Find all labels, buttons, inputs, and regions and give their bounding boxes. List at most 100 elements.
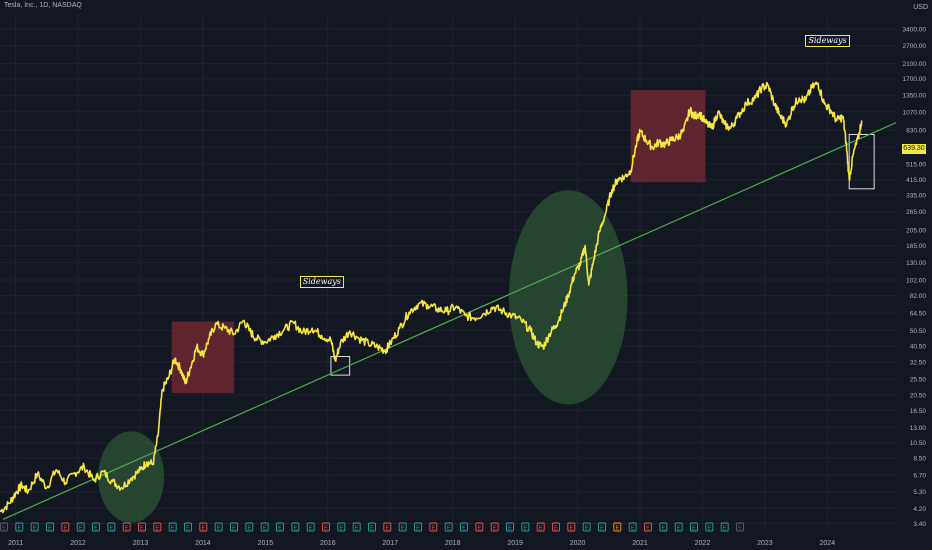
earnings-event-label: E: [171, 526, 175, 532]
earnings-event-label: E: [585, 526, 589, 532]
x-tick-label: 2012: [70, 540, 86, 547]
earnings-event-icon: [552, 522, 560, 532]
y-tick-label: 1700.00: [903, 76, 927, 83]
earnings-event-icon: [153, 522, 162, 532]
x-tick-label: 2016: [320, 540, 336, 547]
y-tick-label: 32.50: [910, 359, 927, 366]
x-tick-label: 2023: [757, 540, 773, 547]
y-tick-label: 165.00: [906, 243, 926, 250]
earnings-event-icon: [168, 522, 177, 532]
earnings-event-icon: [705, 522, 714, 532]
sideways-note-1[interactable]: Sideways: [299, 275, 344, 288]
earnings-event-label: E: [79, 526, 83, 532]
earnings-event-label: E: [201, 526, 205, 532]
trend-layer: [2, 122, 897, 520]
earnings-event-label: E: [186, 526, 190, 532]
symbol-title: Tesla, Inc., 1D, NASDAQ: [4, 2, 82, 9]
y-tick-label: 10.50: [910, 440, 927, 447]
earnings-event-label: E: [600, 526, 604, 532]
y-tick-label: 335.00: [906, 192, 926, 199]
earnings-event-icon: [199, 522, 208, 532]
earnings-event-icon: [506, 522, 514, 532]
earnings-event-icon: [628, 522, 637, 532]
earnings-event-icon: [230, 522, 238, 532]
y-tick-label: 25.50: [910, 377, 927, 384]
earnings-event-icon: [490, 522, 499, 532]
sideways-note-2[interactable]: Sideways: [805, 34, 850, 47]
earnings-event-label: E: [140, 526, 144, 532]
earnings-event-label: E: [692, 526, 696, 532]
trend-line: [2, 122, 897, 520]
last-price-badge: 639.30: [902, 143, 926, 154]
earnings-event-icon: [92, 522, 100, 532]
earnings-event-icon: [414, 522, 422, 532]
earnings-event-icon: [76, 522, 85, 532]
y-tick-label: 2100.00: [903, 61, 927, 68]
earnings-event-icon: [368, 522, 376, 532]
x-tick-label: 2019: [507, 540, 523, 547]
earnings-event-label: E: [738, 526, 742, 532]
earnings-event-label: E: [723, 526, 727, 532]
earnings-event-label: E: [155, 526, 159, 532]
y-tick-label: 415.00: [906, 177, 926, 184]
y-tick-label: 1070.00: [903, 109, 927, 116]
earnings-event-label: E: [477, 526, 481, 532]
y-tick-label: 3400.00: [903, 27, 927, 34]
y-axis: 3400.00 2700.00 2100.00 1700.00 1350.00 1070.…: [903, 27, 927, 528]
x-tick-label: 2014: [195, 540, 211, 547]
earnings-event-label: E: [385, 526, 389, 532]
earnings-event-icon: [122, 522, 131, 532]
x-tick-label: 2013: [133, 540, 149, 547]
earnings-event-label: E: [247, 526, 251, 532]
earnings-event-icon: [352, 522, 361, 532]
earnings-event-icon: [107, 522, 116, 532]
y-tick-label: 515.00: [906, 162, 926, 169]
earnings-event-icon: [644, 522, 652, 532]
earnings-event-label: E: [462, 526, 466, 532]
y-tick-label: 50.50: [910, 328, 927, 335]
earnings-event-label: E: [125, 526, 129, 532]
earnings-event-label: E: [493, 526, 497, 532]
earnings-event-icon: [582, 522, 591, 532]
earnings-event-label: E: [661, 526, 665, 532]
y-tick-label: 3.40: [913, 521, 926, 528]
x-tick-label: 2024: [820, 540, 836, 547]
currency-label: USD: [913, 4, 928, 11]
x-tick-label: 2022: [695, 540, 711, 547]
earnings-event-label: E: [615, 526, 619, 532]
earnings-event-icon: [0, 522, 8, 532]
earnings-event-icon: [214, 522, 223, 532]
highlight-box: [848, 133, 875, 190]
earnings-event-label: E: [2, 526, 6, 532]
y-tick-label: 1350.00: [903, 93, 927, 100]
earnings-event-icon: [736, 522, 744, 532]
earnings-event-label: E: [677, 526, 681, 532]
x-tick-label: 2015: [258, 540, 274, 547]
y-tick-label: 40.50: [910, 344, 927, 351]
y-tick-label: 64.50: [910, 310, 927, 317]
earnings-event-label: E: [569, 526, 573, 532]
earnings-event-icon: [690, 522, 698, 532]
earnings-event-label: E: [401, 526, 405, 532]
x-tick-label: 2018: [445, 540, 461, 547]
earnings-event-label: E: [631, 526, 635, 532]
earnings-event-icon: [475, 522, 484, 532]
earnings-event-icon: [444, 522, 453, 532]
y-tick-label: 82.00: [910, 293, 927, 300]
series-layer: [0, 81, 863, 514]
earnings-event-icon: [613, 522, 622, 532]
y-tick-label: 6.70: [913, 472, 926, 479]
y-tick-label: 205.00: [906, 228, 926, 235]
earnings-event-label: E: [217, 526, 221, 532]
earnings-event-icon: [674, 522, 683, 532]
x-tick-label: 2011: [8, 540, 23, 547]
earnings-event-label: E: [94, 526, 98, 532]
x-tick-label: 2020: [570, 540, 586, 547]
earnings-event-label: E: [447, 526, 451, 532]
y-tick-label: 20.50: [910, 392, 927, 399]
earnings-event-label: E: [355, 526, 359, 532]
earnings-event-label: E: [309, 526, 313, 532]
green-zone-circle: [98, 431, 165, 523]
